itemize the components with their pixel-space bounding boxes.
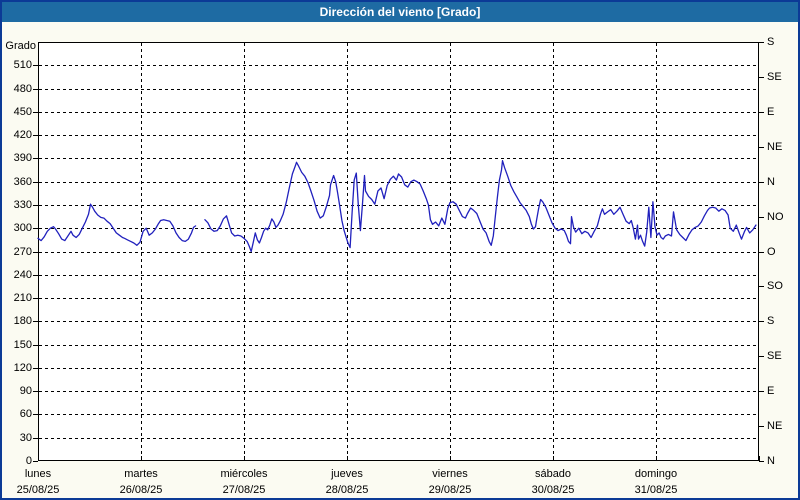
day-date-label: 27/08/25 [222, 484, 266, 496]
compass-tick-label: N [767, 176, 775, 188]
y-axis-tick-label: 30 [19, 432, 32, 444]
title-bar: Dirección del viento [Grado] [2, 2, 798, 22]
y-axis-tick-label: 240 [13, 269, 32, 281]
day-date-label: 31/08/25 [634, 484, 678, 496]
wind-direction-line [37, 203, 197, 246]
compass-tick-label: SO [767, 280, 783, 292]
compass-tick-label: E [767, 106, 775, 118]
y-axis-tick-label: 150 [13, 339, 32, 351]
compass-tick-label: O [767, 246, 776, 258]
compass-tick-label: NE [767, 420, 783, 432]
plot-background [38, 42, 759, 461]
y-axis-tick-label: 330 [13, 199, 32, 211]
y-axis-tick-label: 480 [13, 83, 32, 95]
y-axis-unit-label: Grado [5, 40, 36, 52]
y-axis-tick-label: 420 [13, 129, 32, 141]
compass-tick-label: SE [767, 350, 782, 362]
y-axis-tick-label: 60 [19, 408, 32, 420]
day-name-label: viernes [432, 468, 468, 480]
compass-tick-label: NE [767, 141, 783, 153]
day-name-label: lunes [24, 468, 52, 480]
day-date-label: 29/08/25 [428, 484, 472, 496]
y-axis-tick-label: 510 [13, 59, 32, 71]
y-axis-tick-label: 450 [13, 106, 32, 118]
compass-tick-label: N [767, 455, 775, 467]
y-axis-tick-label: 300 [13, 222, 32, 234]
y-axis-tick-label: 270 [13, 246, 32, 258]
day-date-label: 30/08/25 [531, 484, 575, 496]
y-axis-tick-label: 210 [13, 292, 32, 304]
y-axis-tick-label: 0 [25, 455, 32, 467]
compass-tick-label: SE [767, 71, 782, 83]
compass-tick-label: E [767, 385, 775, 397]
y-axis-tick-label: 180 [13, 315, 32, 327]
day-name-label: miércoles [220, 468, 268, 480]
day-date-label: 26/08/25 [119, 484, 163, 496]
compass-tick-label: S [767, 315, 775, 327]
y-axis-tick-label: 390 [13, 152, 32, 164]
day-name-label: domingo [634, 468, 678, 480]
compass-tick-label: NO [767, 211, 784, 223]
wind-direction-line [204, 160, 757, 253]
compass-tick-label: S [767, 36, 775, 48]
day-name-label: jueves [331, 468, 363, 480]
day-name-label: sábado [534, 468, 572, 480]
y-axis-tick-label: 90 [19, 385, 32, 397]
day-name-label: martes [124, 468, 158, 480]
chart-title: Dirección del viento [Grado] [319, 5, 481, 19]
day-date-label: 25/08/25 [16, 484, 60, 496]
day-date-label: 28/08/25 [325, 484, 369, 496]
y-axis-tick-label: 360 [13, 176, 32, 188]
plot-frame [38, 42, 759, 461]
y-axis-tick-label: 120 [13, 362, 32, 374]
